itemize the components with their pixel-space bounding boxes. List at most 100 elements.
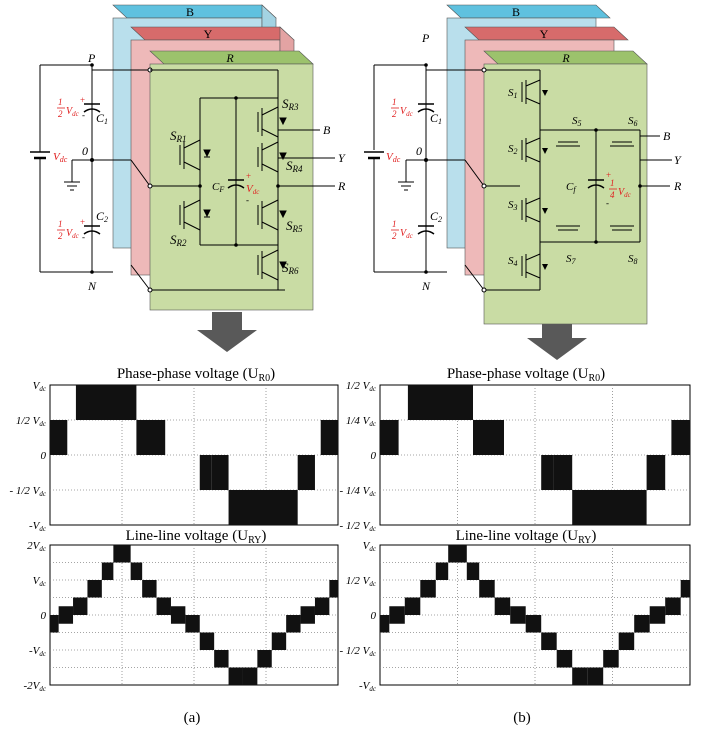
- cf-voltage-b: Vdc: [618, 187, 632, 199]
- svg-text:1: 1: [392, 97, 397, 107]
- tick-label: Vdc: [33, 380, 47, 393]
- node-o-b: 0: [416, 144, 422, 158]
- out-r-b: R: [673, 179, 682, 193]
- arrow-down-a: [197, 312, 257, 352]
- waveform-segment: [649, 606, 666, 624]
- cf-label-a: CF: [212, 181, 224, 194]
- waveform-segment: [572, 490, 647, 525]
- waveform-segment: [572, 667, 588, 685]
- waveform-segment: [587, 667, 604, 685]
- waveform-segment: [473, 420, 504, 455]
- layer-y-top-b: [464, 26, 629, 41]
- layer-b-top-a: [112, 4, 277, 19]
- waveform-segment: [242, 667, 258, 685]
- tick-label: -2Vdc: [24, 680, 47, 693]
- title-phase-b: Phase-phase voltage (UR0): [447, 366, 605, 384]
- waveform-segment: [73, 597, 88, 615]
- waveform-segment: [214, 650, 229, 668]
- waveform-segment: [286, 615, 301, 633]
- waveform-segment: [494, 597, 511, 615]
- s5-label-b: S5: [572, 115, 582, 128]
- svg-text:4: 4: [610, 190, 615, 200]
- waveform-segment: [170, 606, 186, 624]
- svg-text:1: 1: [58, 219, 63, 229]
- switch-sr2-a: [179, 199, 211, 231]
- svg-text:2: 2: [58, 231, 63, 241]
- waveform-segment: [113, 545, 131, 563]
- out-b-b: B: [663, 129, 671, 143]
- svg-text:Vdc: Vdc: [400, 106, 414, 118]
- waveform-segment: [50, 420, 68, 455]
- waveform-segment: [271, 632, 287, 650]
- waveform-segment: [297, 455, 315, 490]
- waveform-segment: [101, 562, 114, 580]
- s1-label-b: S1: [508, 87, 518, 100]
- tick-label: Vdc: [363, 540, 377, 553]
- sr5-label-a: SR5: [286, 218, 303, 234]
- waveform-segment: [185, 615, 200, 633]
- svg-text:-: -: [82, 232, 85, 242]
- cf-label-b: Cf: [566, 181, 577, 194]
- c2-label-b: C2: [430, 209, 442, 224]
- sr6-label-a: SR6: [282, 260, 299, 276]
- tick-label: 0: [371, 450, 377, 462]
- s7-label-b: S7: [566, 253, 577, 266]
- tick-label: 1/2 Vdc: [346, 380, 377, 393]
- waveform-segment: [58, 606, 74, 624]
- svg-text:Vdc: Vdc: [66, 228, 80, 240]
- waveform-segment: [75, 385, 137, 420]
- waveform-segment: [435, 562, 449, 580]
- vdc-b: Vdc: [386, 151, 401, 164]
- sr3-label-a: SR3: [282, 96, 299, 112]
- waveform-segment: [389, 606, 405, 624]
- s2-label-b: S2: [508, 143, 518, 156]
- svg-text:2: 2: [392, 231, 397, 241]
- layer-b-label-a: B: [186, 5, 194, 19]
- switch-sr6-a: [257, 249, 287, 281]
- svg-text:-: -: [82, 110, 85, 120]
- waveform-segment: [525, 615, 542, 633]
- tick-label: -Vdc: [29, 520, 47, 533]
- tick-label: -Vdc: [29, 645, 47, 658]
- waveform-segment: [199, 455, 212, 490]
- plot-phase-a: Vdc 1/2 Vdc 0 - 1/2 Vdc -Vdc: [9, 380, 339, 533]
- sr4-label-a: SR4: [286, 158, 303, 174]
- waveform-segment: [510, 606, 526, 624]
- waveform-segment: [665, 597, 681, 615]
- caption-b: (b): [513, 710, 531, 726]
- waveform-segment: [407, 385, 473, 420]
- arrow-down-b: [527, 324, 587, 360]
- waveform-segment: [556, 650, 573, 668]
- s8-label-b: S8: [628, 253, 638, 266]
- vdc-a: Vdc: [53, 151, 68, 164]
- waveform-segment: [136, 420, 166, 455]
- out-y-b: Y: [674, 153, 682, 167]
- svg-text:+: +: [606, 170, 611, 180]
- waveform-segment: [618, 632, 635, 650]
- waveform-segment: [553, 455, 573, 490]
- caption-a: (a): [184, 710, 201, 726]
- waveform-segment: [50, 615, 59, 633]
- tick-label: - 1/4 Vdc: [339, 485, 376, 498]
- svg-text:1: 1: [610, 178, 615, 188]
- tick-label: Vdc: [33, 575, 47, 588]
- waveform-segment: [199, 632, 215, 650]
- svg-text:+: +: [80, 95, 85, 105]
- waveform-segment: [87, 580, 102, 598]
- switch-sr1-a: [179, 139, 211, 171]
- waveform-segment: [680, 580, 690, 598]
- c1-label-b: C1: [430, 111, 442, 126]
- waveform-segment: [603, 650, 619, 668]
- s3-label-b: S3: [508, 199, 518, 212]
- waveform-segment: [320, 420, 338, 455]
- layer-r-label-a: R: [225, 51, 234, 65]
- title-phase-a: Phase-phase voltage (UR0): [117, 366, 275, 384]
- waveform-segment: [257, 650, 272, 668]
- tick-label: -Vdc: [359, 680, 377, 693]
- waveform-segment: [380, 420, 399, 455]
- tick-label: 1/2 Vdc: [16, 415, 47, 428]
- waveform-segment: [541, 455, 554, 490]
- svg-text:+: +: [246, 171, 251, 181]
- circuit-b: B Y R: [364, 4, 682, 325]
- out-b-a: B: [323, 123, 331, 137]
